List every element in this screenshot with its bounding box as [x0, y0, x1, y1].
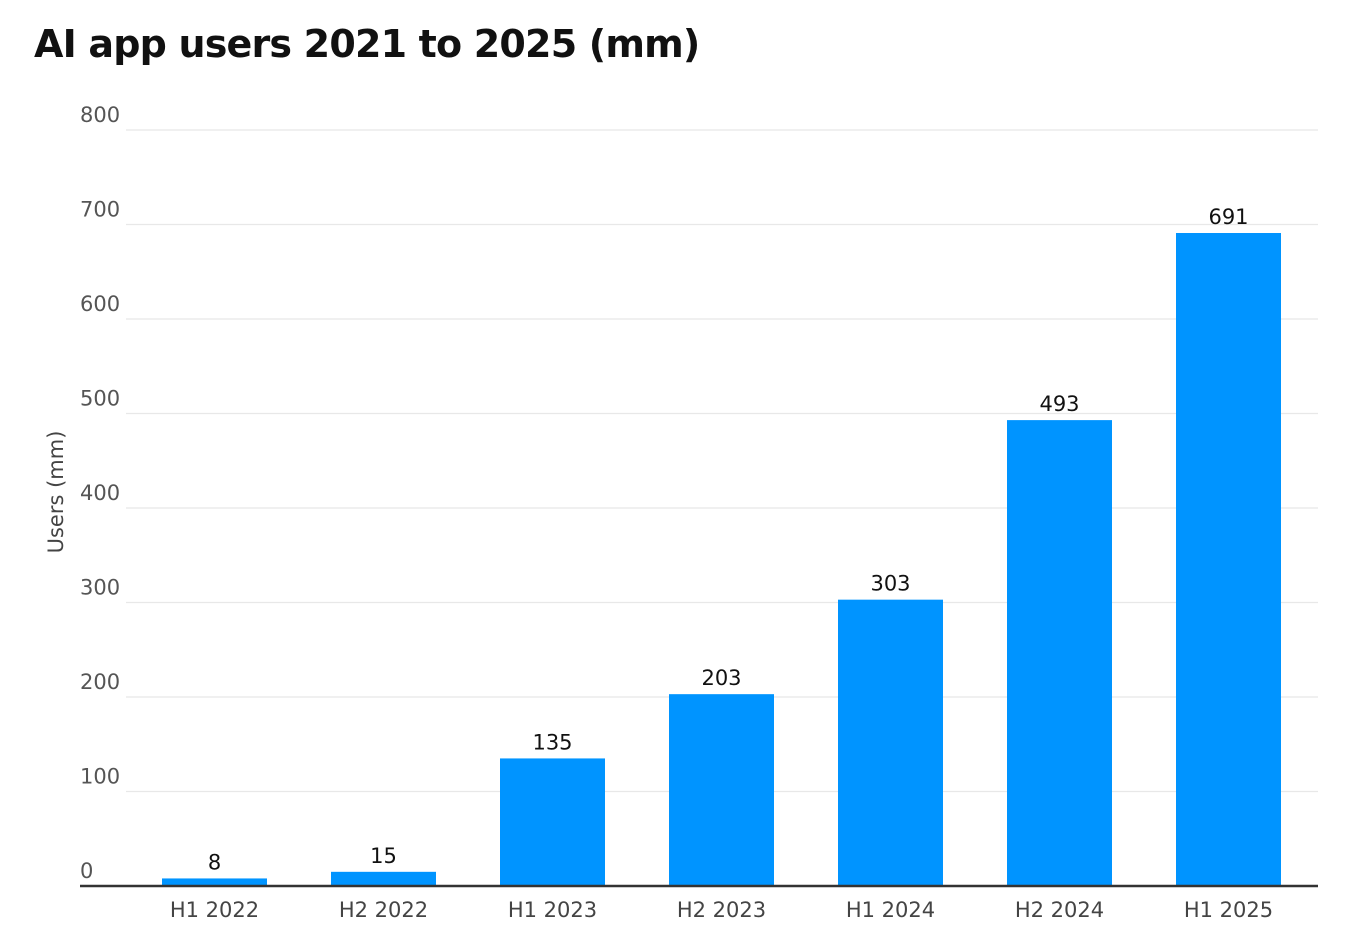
y-tick-label: 800 [80, 103, 120, 127]
y-axis-ticks: 0 100 200 300 400 500 600 700 800 [80, 103, 120, 883]
bar-value-label: 303 [870, 572, 910, 596]
y-tick-label: 300 [80, 576, 120, 600]
y-tick-label: 0 [80, 859, 93, 883]
y-tick-label: 400 [80, 481, 120, 505]
chart-title: AI app users 2021 to 2025 (mm) [34, 22, 700, 66]
gridlines [126, 129, 1318, 793]
bar-value-label: 8 [208, 850, 221, 874]
bar [162, 878, 267, 886]
bar [331, 871, 436, 886]
x-tick-label: H2 2023 [677, 898, 766, 922]
y-tick-label: 600 [80, 292, 120, 316]
data-labels: 8 15 135 203 303 493 691 [208, 205, 1249, 874]
y-axis-title: Users (mm) [44, 431, 68, 554]
x-tick-label: H1 2022 [170, 898, 259, 922]
y-tick-label: 100 [80, 765, 120, 789]
bar [838, 599, 943, 886]
bar [669, 694, 774, 886]
y-tick-label: 200 [80, 670, 120, 694]
x-tick-label: H2 2022 [339, 898, 428, 922]
y-tick-label: 700 [80, 198, 120, 222]
bars [162, 233, 1281, 886]
bar [1007, 420, 1112, 886]
x-tick-label: H1 2025 [1184, 898, 1273, 922]
x-tick-label: H2 2024 [1015, 898, 1104, 922]
x-tick-label: H1 2023 [508, 898, 597, 922]
bar [1176, 233, 1281, 886]
y-tick-label: 500 [80, 387, 120, 411]
bar-value-label: 691 [1208, 205, 1248, 229]
bar-value-label: 203 [701, 666, 741, 690]
bar [500, 758, 605, 886]
bar-value-label: 135 [532, 730, 572, 754]
x-axis-ticks: H1 2022 H2 2022 H1 2023 H2 2023 H1 2024 H2 20… [170, 898, 1273, 922]
bar-value-label: 493 [1039, 392, 1079, 416]
x-tick-label: H1 2024 [846, 898, 935, 922]
bar-value-label: 15 [370, 844, 397, 868]
